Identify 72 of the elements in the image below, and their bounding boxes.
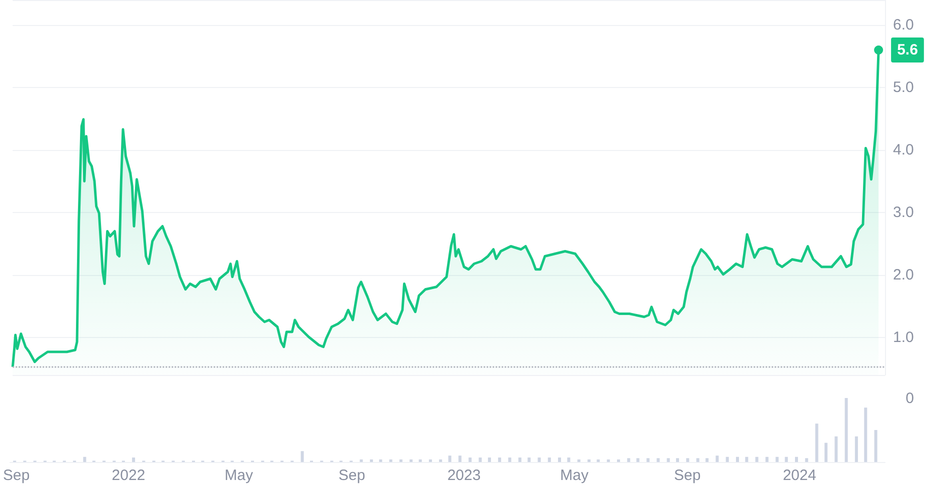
bar — [844, 398, 848, 462]
x-tick-label: May — [560, 467, 589, 484]
y-tick-label: 3.0 — [893, 204, 914, 221]
bar — [300, 451, 304, 462]
bar — [815, 424, 818, 462]
bar — [548, 458, 551, 462]
bar — [448, 456, 452, 462]
y-tick-label: 4.0 — [893, 142, 914, 158]
bar — [617, 459, 620, 462]
x-tick-label: 2023 — [447, 467, 481, 484]
bar — [538, 458, 541, 462]
bar — [646, 458, 650, 462]
bar — [706, 458, 709, 462]
bar — [834, 436, 838, 462]
bar — [488, 458, 491, 462]
bar — [716, 456, 719, 462]
bar — [794, 456, 798, 462]
bar — [596, 459, 600, 462]
bar — [379, 459, 382, 462]
bar — [508, 458, 512, 462]
bar — [132, 458, 136, 462]
bar — [418, 459, 422, 462]
y-tick-label: 5.0 — [893, 79, 914, 96]
y-tick-label: 2.0 — [893, 266, 914, 284]
bar — [864, 408, 868, 462]
bar — [399, 459, 402, 462]
bar — [666, 458, 670, 462]
y-tick-label: 1.0 — [893, 329, 914, 346]
bar — [676, 458, 680, 462]
bar — [389, 459, 392, 462]
bar — [765, 456, 768, 462]
x-tick-label: Sep — [2, 467, 30, 484]
bar — [854, 436, 858, 462]
bar — [656, 458, 660, 462]
bar — [784, 456, 788, 462]
bar — [805, 458, 808, 462]
bar — [439, 459, 442, 462]
bar — [478, 458, 482, 462]
bar — [627, 458, 630, 462]
bar — [518, 458, 522, 462]
bar — [558, 458, 562, 462]
bar — [745, 456, 748, 462]
bar — [498, 458, 502, 462]
bar — [726, 456, 729, 462]
bar — [458, 456, 462, 462]
bar — [528, 458, 531, 462]
bar — [636, 458, 640, 462]
bar — [468, 458, 472, 462]
bar — [567, 458, 570, 462]
bar — [606, 459, 610, 462]
bar — [686, 458, 690, 462]
data-label: 5.6 — [897, 42, 918, 58]
x-tick-label: Sep — [338, 467, 366, 484]
text: 0 — [906, 390, 914, 407]
x-tick-label: 2024 — [782, 467, 816, 484]
bar — [588, 459, 591, 462]
bar — [824, 442, 828, 462]
bar — [83, 456, 86, 462]
x-tick-label: 2022 — [112, 467, 146, 484]
bar — [874, 430, 878, 462]
bar — [755, 456, 758, 462]
bar — [360, 459, 363, 462]
y-tick-label: 6.0 — [893, 16, 914, 34]
bar — [736, 456, 739, 462]
bar — [776, 456, 779, 462]
bar — [370, 459, 373, 462]
bar — [410, 459, 413, 462]
bar — [577, 459, 580, 462]
bar — [696, 458, 700, 462]
x-tick-label: Sep — [674, 467, 701, 484]
x-tick-label: May — [224, 467, 254, 484]
bar — [428, 459, 432, 462]
